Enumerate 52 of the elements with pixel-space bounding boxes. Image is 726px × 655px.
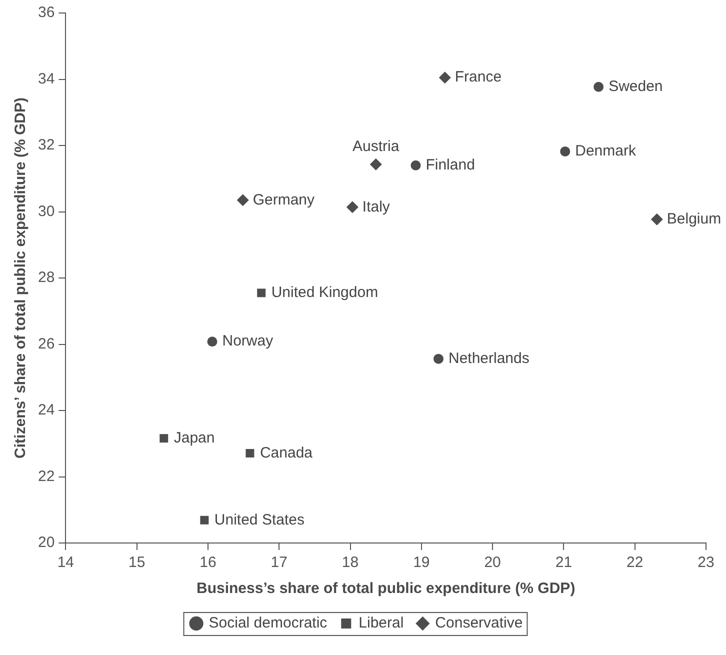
point: [370, 158, 382, 170]
legend-label: Liberal: [358, 614, 404, 632]
x-tick-label: 22: [626, 554, 644, 572]
x-tick-label: 18: [342, 554, 359, 572]
x-tick-label: 20: [484, 554, 501, 572]
annotation: Italy: [362, 198, 390, 216]
annotation: United Kingdom: [271, 284, 378, 302]
point: [594, 82, 604, 92]
x-tick-label: 17: [270, 554, 288, 572]
x-tick-label: 16: [200, 554, 216, 572]
y-tick-label: 36: [38, 4, 55, 22]
annotation: United States: [214, 511, 304, 528]
annotation: Japan: [174, 429, 215, 446]
y-tick-label: 22: [38, 468, 55, 485]
annotation: Denmark: [575, 142, 636, 160]
point: [207, 336, 218, 347]
y-tick-label: 20: [38, 534, 55, 552]
point: [346, 201, 358, 214]
point: [438, 72, 451, 84]
annotation: Norway: [222, 332, 274, 350]
annotation: Belgium: [666, 210, 722, 228]
point: [433, 354, 444, 364]
x-axis-title: Business’s share of total public expenditure (% GDP): [196, 580, 576, 598]
y-tick-label: 28: [38, 269, 55, 286]
x-tick-label: 21: [555, 554, 572, 572]
y-axis-title: Citizens’ share of total public expenditure (% GDP): [12, 98, 30, 458]
annotation: Germany: [252, 191, 316, 208]
annotation: Canada: [260, 444, 314, 462]
legend-label: Social democratic: [208, 614, 328, 632]
y-tick-label: 34: [38, 70, 55, 88]
annotation: Netherlands: [448, 350, 530, 367]
annotation: Finland: [426, 156, 475, 174]
y-tick-label: 24: [38, 402, 55, 419]
annotation: Austria: [352, 138, 400, 156]
x-tick-label: 14: [57, 554, 74, 572]
y-tick-label: 26: [38, 335, 55, 352]
y-tick-label: 30: [38, 202, 55, 220]
point: [246, 448, 254, 458]
legend-label: Conservative: [435, 614, 523, 632]
point: [200, 516, 209, 524]
annotation: Sweden: [608, 78, 663, 96]
point: [410, 160, 421, 170]
x-tick-label: 15: [128, 554, 146, 572]
point: [257, 288, 266, 298]
x-tick-label: 23: [698, 554, 714, 572]
annotation: France: [454, 68, 502, 86]
y-tick-label: 32: [38, 136, 55, 154]
point: [560, 146, 570, 156]
point: [236, 194, 249, 206]
x-tick-label: 19: [413, 554, 430, 572]
point: [650, 213, 663, 226]
point: [160, 434, 168, 443]
